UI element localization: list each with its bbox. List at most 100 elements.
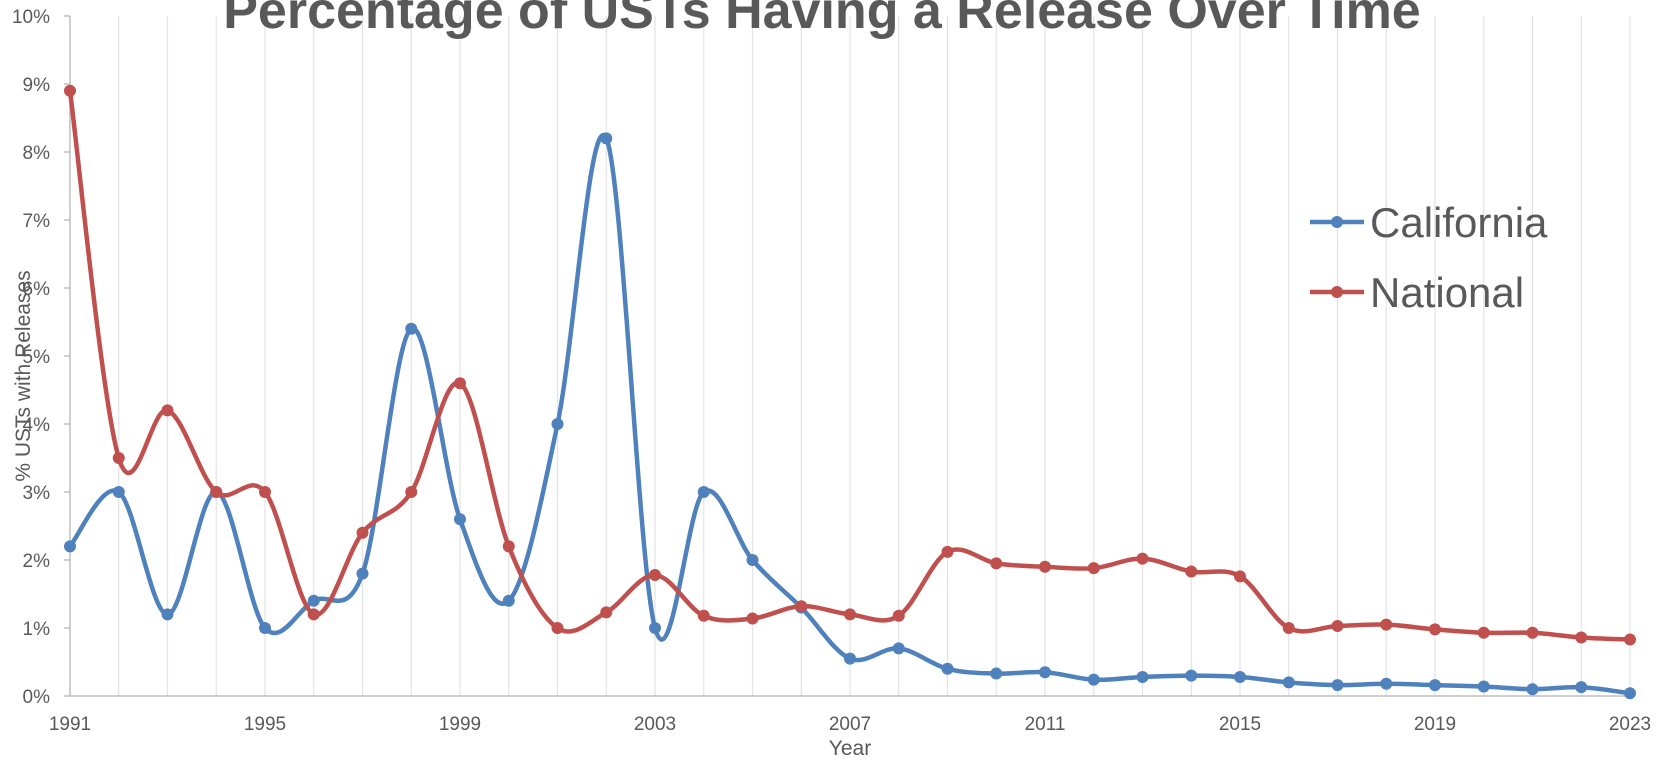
x-tick-label: 1995 (244, 714, 286, 735)
x-tick-label: 2003 (634, 714, 676, 735)
data-point-national (1526, 626, 1539, 639)
data-point-california (600, 132, 613, 145)
y-tick-label: 1% (23, 619, 51, 640)
data-point-national (1624, 633, 1636, 646)
x-tick-label: 2011 (1025, 714, 1066, 735)
series-california (64, 132, 1636, 700)
data-point-california (64, 540, 76, 553)
y-tick-label: 10% (12, 7, 50, 28)
series-national (64, 84, 1636, 646)
data-point-national (600, 606, 613, 619)
legend-swatch-marker (1331, 286, 1343, 298)
x-tick-label: 2015 (1219, 714, 1261, 735)
x-tick-label: 1999 (439, 714, 481, 735)
data-point-national (941, 545, 954, 558)
data-point-california (1039, 666, 1051, 679)
data-point-california (1136, 670, 1149, 683)
data-point-california (1331, 679, 1344, 692)
data-point-national (892, 609, 905, 622)
data-point-national (405, 486, 418, 498)
gridlines (69, 16, 1631, 696)
legend-swatch-marker (1331, 216, 1343, 228)
data-point-california (307, 594, 320, 607)
data-point-california (649, 622, 661, 634)
y-tick-label: 0% (23, 687, 51, 708)
y-tick-label: 6% (23, 279, 51, 300)
legend-item-national: National (1310, 269, 1524, 316)
data-point-california (1624, 687, 1636, 700)
x-tick-label: 2007 (829, 714, 871, 735)
data-point-national (259, 486, 271, 498)
data-point-california (1429, 679, 1441, 692)
data-point-california (1185, 669, 1198, 682)
data-point-california (1087, 673, 1100, 686)
data-point-national (1185, 565, 1198, 578)
data-point-national (210, 486, 223, 498)
data-point-california (551, 418, 564, 430)
data-point-national (1087, 562, 1100, 575)
data-point-california (941, 662, 954, 675)
x-tick-label: 2023 (1609, 714, 1651, 735)
data-point-california (502, 594, 515, 607)
data-point-national (551, 622, 564, 634)
data-point-california (1234, 670, 1246, 683)
data-point-california (990, 667, 1003, 680)
axes (64, 15, 1630, 697)
data-point-national (1331, 619, 1344, 632)
data-point-california (405, 322, 418, 335)
data-point-national (844, 608, 856, 621)
data-point-national (795, 600, 808, 613)
legend-item-california: California (1310, 199, 1548, 246)
chart-title: Percentage of USTs Having a Release Over… (223, 0, 1420, 40)
data-point-national (64, 84, 76, 97)
data-point-national (1429, 623, 1441, 636)
data-point-national (1234, 570, 1246, 583)
data-point-national (1282, 622, 1295, 634)
legend: California National (1310, 199, 1548, 316)
data-point-california (844, 652, 856, 665)
data-point-california (1575, 681, 1588, 694)
x-axis-label: Year (829, 737, 871, 760)
data-point-california (746, 554, 759, 566)
data-point-california (1380, 677, 1393, 690)
data-point-california (1526, 683, 1539, 696)
y-tick-label: 2% (23, 551, 51, 572)
data-point-california (259, 622, 271, 634)
y-tick-label: 7% (23, 211, 51, 232)
data-point-california (454, 513, 466, 526)
y-axis-label: % USTs with Releases (12, 270, 35, 481)
data-point-national (1039, 560, 1051, 573)
y-tick-label: 4% (23, 415, 51, 436)
y-tick-label: 9% (23, 75, 51, 96)
data-point-national (1477, 626, 1490, 639)
y-tick-label: 5% (23, 347, 51, 368)
data-point-national (697, 609, 710, 622)
tick-labels: 0% 1% 2% 3% 4% 5% 6% 7% 8% 9% 10% 1991 1995 1999 2003 2… (12, 7, 1651, 735)
data-point-national (356, 526, 369, 539)
data-point-california (1282, 676, 1295, 689)
data-point-national (990, 557, 1003, 570)
x-tick-label: 2019 (1414, 714, 1456, 735)
data-point-national (502, 540, 515, 553)
data-point-california (112, 486, 125, 498)
data-point-california (892, 642, 905, 655)
data-point-national (112, 452, 125, 464)
data-point-california (697, 486, 710, 498)
y-tick-label: 8% (23, 143, 51, 164)
data-point-national (1136, 552, 1149, 565)
data-point-national (1380, 618, 1393, 631)
data-point-california (1477, 680, 1490, 693)
x-tick-label: 1991 (49, 714, 91, 735)
data-point-national (307, 608, 320, 621)
data-point-california (356, 567, 369, 580)
legend-label: California (1370, 199, 1548, 246)
data-point-national (649, 568, 661, 581)
data-point-national (454, 377, 466, 390)
data-point-california (161, 608, 174, 621)
series-lines (64, 84, 1636, 700)
data-point-national (161, 404, 174, 417)
data-point-national (746, 612, 759, 625)
y-tick-label: 3% (23, 483, 51, 504)
